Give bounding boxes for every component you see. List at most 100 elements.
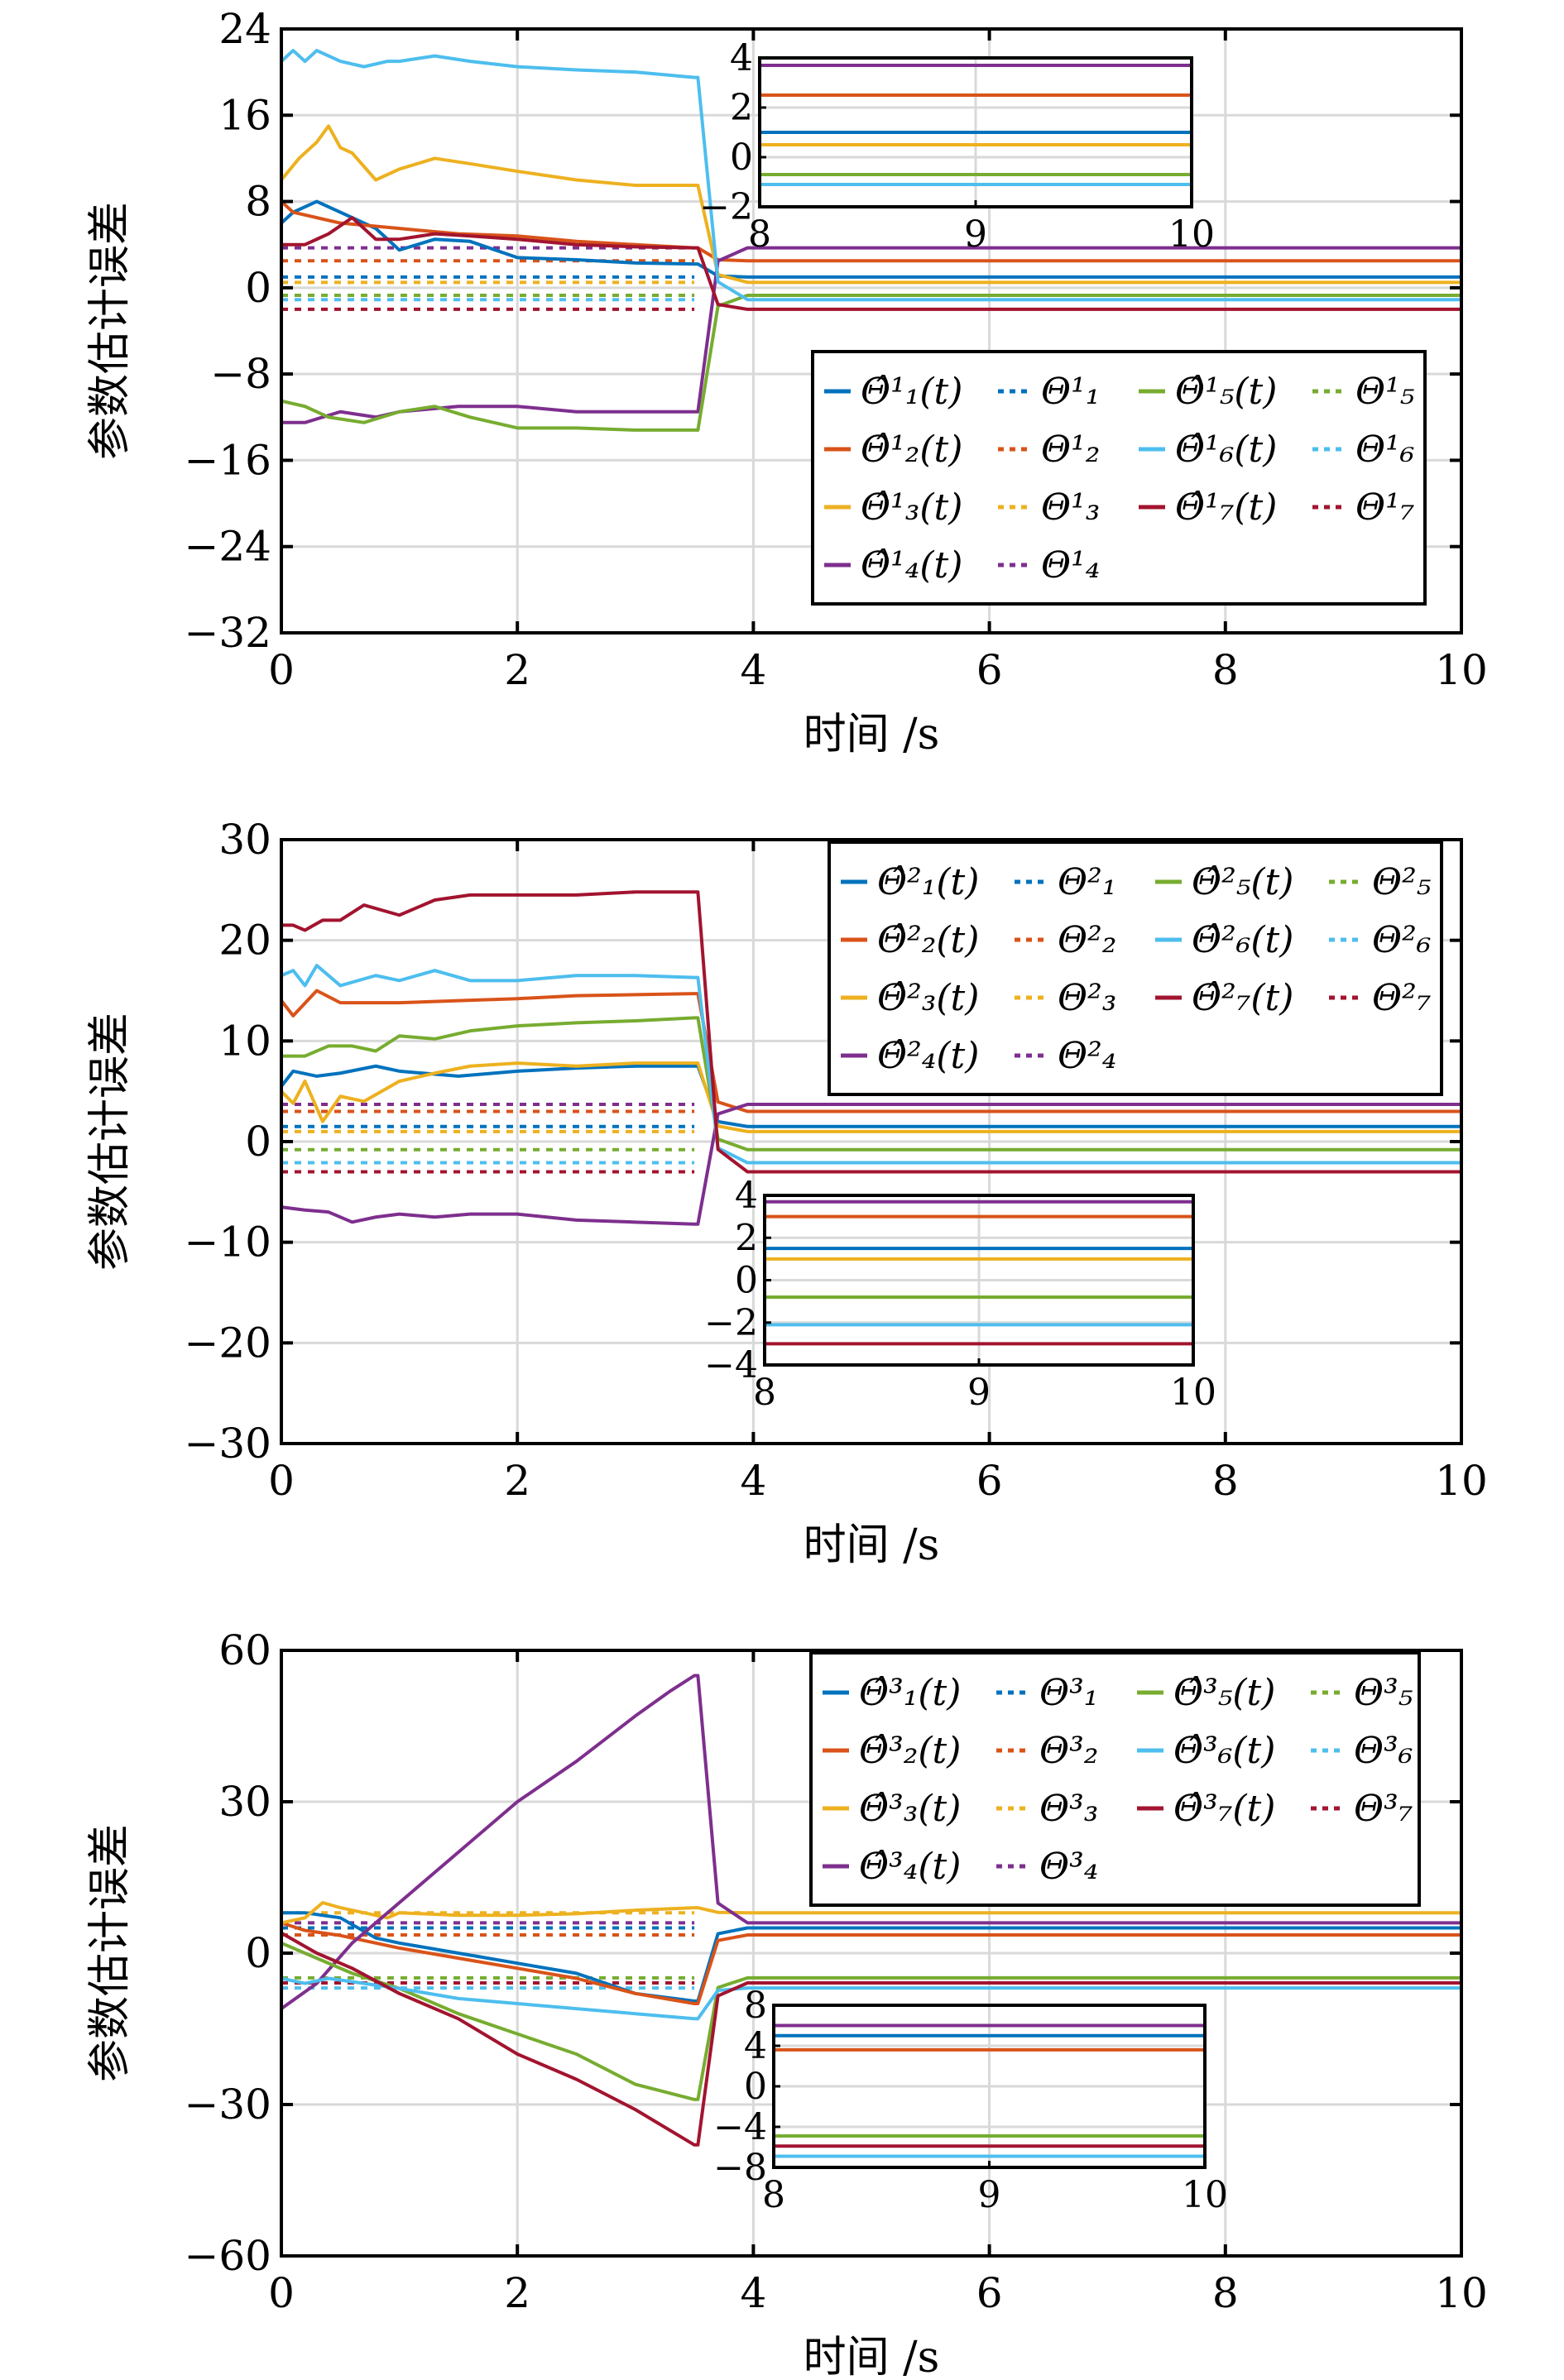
legend-label-true-5: Θ²₅ [1372, 861, 1432, 903]
series-line-7 [281, 890, 1461, 1174]
y-tick-label: −24 [184, 523, 271, 571]
legend-label-estimate-2: Θ̂²₂(t) [877, 919, 979, 961]
series-line-4 [281, 246, 1461, 424]
x-tick-label: 6 [976, 646, 1003, 694]
series-line-7 [281, 1931, 1461, 2147]
x-axis-label: 时间 /s [804, 710, 940, 759]
x-tick-label: 6 [976, 2269, 1003, 2317]
legend-label-true-2: Θ³₂ [1039, 1730, 1098, 1772]
y-axis-label: 参数估计误差 [85, 1013, 135, 1271]
legend-label-estimate-5: Θ̂³₅(t) [1173, 1672, 1275, 1714]
legend-label-true-7: Θ³₇ [1354, 1788, 1413, 1830]
x-tick-label: 8 [1212, 2269, 1239, 2317]
x-tick-label: 4 [740, 2269, 766, 2317]
y-tick-label: 16 [218, 91, 271, 139]
legend-label-true-6: Θ³₆ [1354, 1730, 1413, 1772]
legend-label-true-3: Θ³₃ [1039, 1788, 1098, 1830]
x-tick-label: 2 [504, 1457, 530, 1505]
inset-y-tick-label: 0 [735, 1260, 758, 1302]
legend-label-estimate-1: Θ̂¹₁(t) [861, 371, 962, 413]
x-tick-label: 0 [268, 1457, 295, 1505]
legend-label-estimate-1: Θ̂³₁(t) [859, 1672, 961, 1714]
x-tick-label: 2 [504, 2269, 530, 2317]
x-tick-label: 10 [1435, 1457, 1488, 1505]
y-axis-label: 参数估计误差 [85, 1824, 135, 2082]
legend-box [828, 840, 1443, 1096]
x-tick-label: 4 [740, 1457, 766, 1505]
x-tick-label: 0 [268, 646, 295, 694]
legend-label-true-1: Θ²₁ [1058, 861, 1116, 903]
x-tick-label: 2 [504, 646, 530, 694]
legend: Θ̂¹₁(t) Θ¹₁ Θ̂¹₂(t) Θ¹₂ Θ̂¹₃(t) Θ¹₃ Θ̂¹₄(t) Θ¹₄… [811, 350, 1427, 606]
inset-y-tick-label: −4 [704, 1344, 758, 1386]
x-tick-label: 8 [1212, 646, 1239, 694]
inset-y-tick-label: 0 [730, 136, 753, 179]
inset-y-tick-label: 8 [744, 1985, 767, 2027]
legend-label-true-6: Θ²₆ [1372, 919, 1431, 961]
inset-y-tick-label: 4 [735, 1175, 758, 1217]
legend-label-estimate-1: Θ̂²₁(t) [877, 861, 979, 903]
legend-label-true-6: Θ¹₆ [1355, 429, 1414, 471]
series-line-5 [281, 1016, 1461, 1152]
legend: Θ̂²₁(t) Θ²₁ Θ̂²₂(t) Θ²₂ Θ̂²₃(t) Θ²₃ Θ̂²₄(t) Θ²₄… [828, 840, 1443, 1096]
y-tick-label: 30 [218, 1778, 271, 1826]
inset-x-tick-label: 8 [748, 213, 771, 256]
legend-label-true-5: Θ³₅ [1354, 1672, 1413, 1714]
legend-label-estimate-2: Θ̂³₂(t) [859, 1730, 961, 1772]
series-line-7 [281, 216, 1461, 311]
inset-x-tick-label: 9 [967, 1372, 991, 1414]
series-line-2 [281, 1921, 1461, 2005]
series-line-5 [281, 293, 1461, 432]
legend-label-true-3: Θ¹₃ [1041, 486, 1100, 529]
y-tick-label: −32 [184, 609, 271, 657]
legend-label-true-7: Θ¹₇ [1355, 486, 1415, 529]
inset-y-tick-label: −4 [713, 2106, 767, 2148]
y-tick-label: 20 [218, 917, 271, 965]
x-tick-label: 4 [740, 646, 766, 694]
series-line-3 [280, 1061, 1461, 1133]
legend-label-true-1: Θ³₁ [1039, 1672, 1098, 1714]
legend-box [811, 350, 1427, 606]
inset-y-tick-label: −2 [704, 1302, 758, 1344]
axes-frame [280, 27, 1463, 635]
inset-y-tick-label: −8 [713, 2147, 767, 2189]
legend-box [809, 1651, 1421, 1907]
y-tick-label: −8 [210, 350, 271, 398]
legend-label-estimate-5: Θ̂²₅(t) [1192, 861, 1293, 903]
series-line-6 [280, 49, 1461, 302]
legend-label-estimate-4: Θ̂³₄(t) [859, 1846, 961, 1888]
legend-label-estimate-6: Θ̂³₆(t) [1173, 1730, 1275, 1772]
y-tick-label: 30 [218, 816, 271, 864]
legend-label-true-3: Θ²₃ [1058, 977, 1116, 1019]
legend-label-true-4: Θ²₄ [1058, 1035, 1116, 1077]
y-tick-label: −10 [184, 1219, 271, 1267]
legend-label-estimate-4: Θ̂¹₄(t) [861, 544, 962, 587]
y-tick-label: −30 [184, 1420, 271, 1468]
series-line-1 [280, 199, 1461, 279]
legend-label-estimate-6: Θ̂¹₆(t) [1175, 429, 1277, 471]
x-tick-label: 0 [268, 2269, 295, 2317]
inset-x-tick-label: 10 [1168, 213, 1215, 256]
x-tick-label: 6 [976, 1457, 1003, 1505]
legend-label-estimate-7: Θ̂³₇(t) [1173, 1788, 1275, 1830]
legend-label-estimate-3: Θ̂¹₃(t) [861, 486, 962, 529]
y-tick-label: 24 [218, 5, 271, 53]
inset-y-tick-label: 4 [744, 2025, 767, 2067]
inset-chart: 8 9 10 420−2−4 [704, 1175, 1216, 1414]
legend-label-estimate-7: Θ̂¹₇(t) [1175, 486, 1277, 529]
inset-x-tick-label: 8 [753, 1372, 776, 1414]
series-line-3 [281, 1901, 1461, 1925]
legend-label-true-2: Θ¹₂ [1041, 429, 1100, 471]
series-line-4 [281, 1102, 1461, 1226]
y-tick-label: 0 [245, 1118, 271, 1166]
x-tick-label: 10 [1435, 2269, 1488, 2317]
legend-label-true-7: Θ²₇ [1372, 977, 1432, 1019]
y-tick-label: −16 [184, 436, 271, 484]
inset-y-tick-label: 0 [744, 2066, 767, 2108]
inset-x-tick-label: 8 [762, 2174, 785, 2216]
